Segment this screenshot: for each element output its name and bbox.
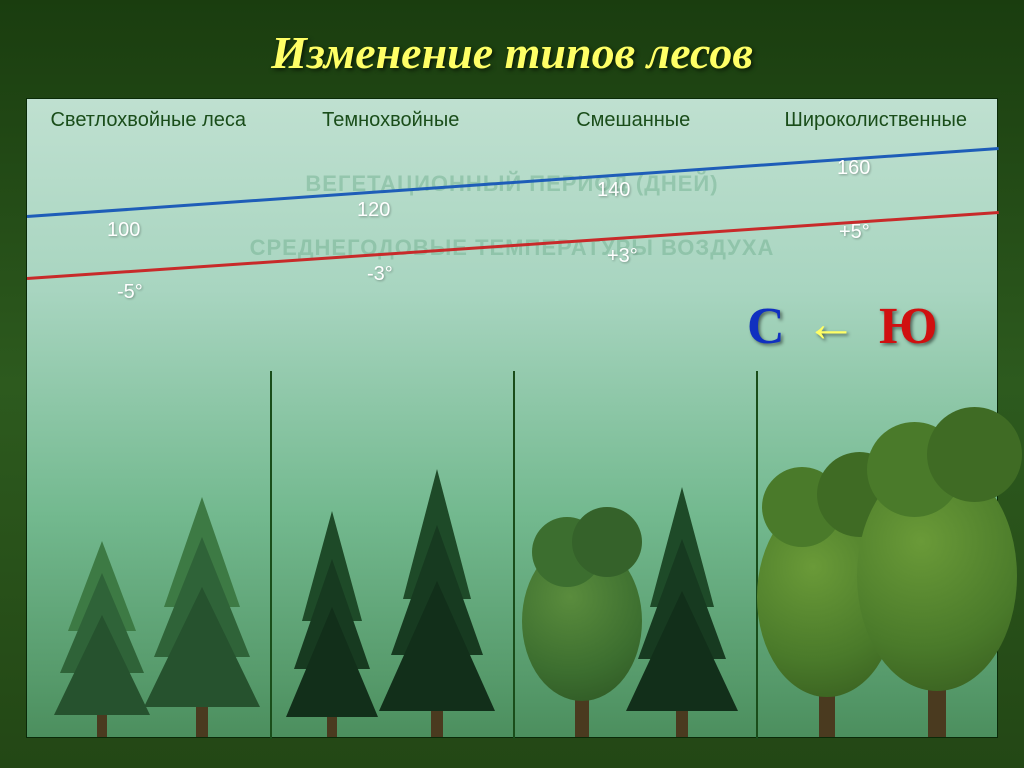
temperature-value: +5° (839, 221, 870, 244)
conifer-tree (377, 377, 497, 737)
forest-chart: Светлохвойные леса Темнохвойные Смешанны… (26, 98, 998, 738)
conifer-tree (627, 387, 737, 737)
temperature-value: -5° (117, 281, 143, 304)
north-letter: С (747, 297, 785, 356)
vegetation-value: 140 (597, 179, 630, 202)
vegetation-value: 100 (107, 219, 140, 242)
zone-label: Широколиственные (755, 109, 998, 132)
conifer-tree (57, 477, 147, 737)
deciduous-tree (867, 387, 1007, 737)
vegetation-value: 160 (837, 157, 870, 180)
conifer-tree (287, 437, 377, 737)
zone-label: Темнохвойные (270, 109, 513, 132)
temperature-value: -3° (367, 263, 393, 286)
zone-header-row: Светлохвойные леса Темнохвойные Смешанны… (27, 109, 997, 132)
zone-label: Смешанные (512, 109, 755, 132)
arrow-left-icon: ← (805, 295, 857, 354)
page-title: Изменение типов лесов (0, 0, 1024, 79)
zone-label: Светлохвойные леса (27, 109, 270, 132)
conifer-tree (147, 407, 257, 737)
vegetation-value: 120 (357, 199, 390, 222)
deciduous-tree (522, 467, 642, 737)
south-letter: Ю (879, 297, 938, 356)
temperature-value: +3° (607, 245, 638, 268)
tree-layer (27, 377, 997, 737)
